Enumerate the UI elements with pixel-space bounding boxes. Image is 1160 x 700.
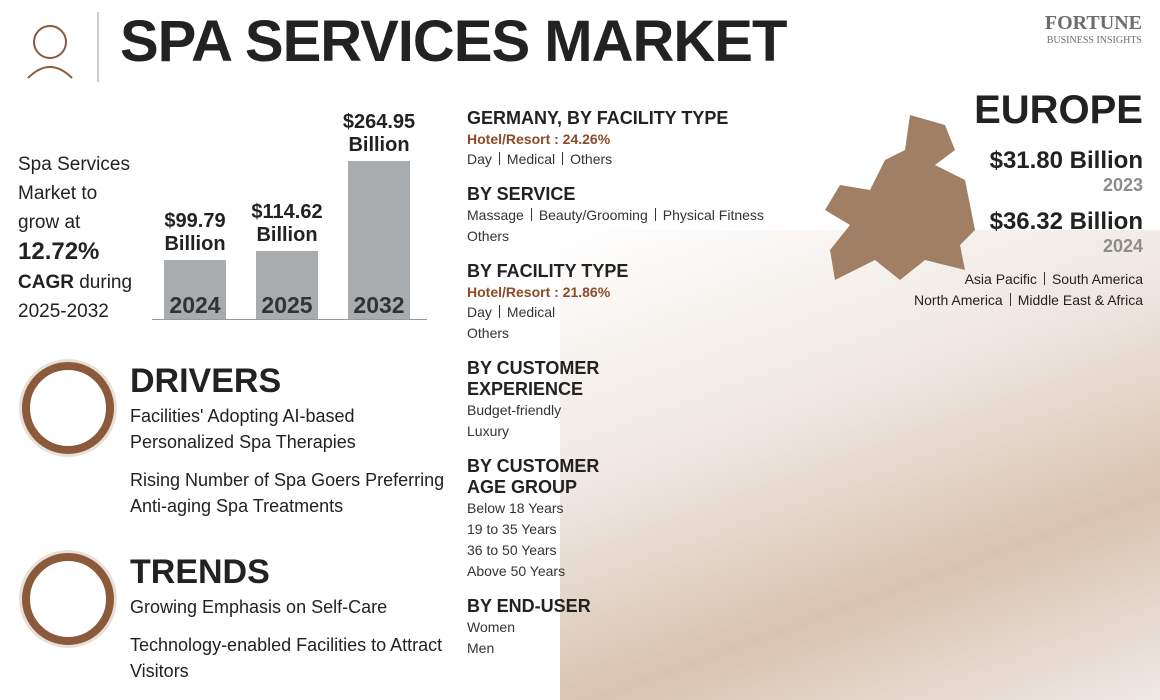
region-other: North America — [914, 292, 1003, 308]
separator — [498, 305, 500, 318]
bar — [256, 250, 318, 319]
trends: TRENDS Growing Emphasis on Self-Care Techn… — [130, 553, 450, 696]
separator — [1043, 272, 1045, 285]
growth-intro: Spa Services Market to grow at — [18, 154, 130, 233]
segment-row: Luxury — [467, 421, 797, 442]
segment-highlight: Hotel/Resort : 21.86% — [467, 284, 611, 300]
segment-title: GERMANY, BY FACILITY TYPE — [467, 108, 729, 128]
region-other: South America — [1051, 271, 1143, 287]
region-other: Asia Pacific — [964, 271, 1037, 287]
segment: BY CUSTOMER AGE GROUP Below 18 Years 19 to… — [467, 456, 797, 582]
category-label: 2024 — [169, 292, 221, 318]
region-row: Asia Pacific South America — [914, 269, 1143, 290]
segment-row: 19 to 35 Years — [467, 519, 797, 540]
segment-row: 36 to 50 Years — [467, 540, 797, 561]
segment-item: Women — [467, 619, 515, 635]
segment: BY CUSTOMER EXPERIENCE Budget-friendly Lux… — [467, 358, 797, 442]
europe-map — [825, 115, 975, 280]
segment: BY FACILITY TYPE Hotel/Resort : 21.86% Day… — [467, 261, 797, 344]
region: EUROPE $31.80 Billion 2023 $36.32 Billion 20… — [914, 88, 1143, 311]
bar — [348, 161, 410, 319]
segment-row: Men — [467, 638, 797, 659]
segments: GERMANY, BY FACILITY TYPE Hotel/Resort : … — [467, 108, 797, 673]
segment-row: Massage Beauty/Grooming Physical Fitness — [467, 205, 797, 226]
segment: BY END-USER Women Men — [467, 596, 797, 659]
segment-item: Beauty/Grooming — [538, 207, 648, 223]
bar — [164, 259, 226, 319]
region-year: 2023 — [1102, 175, 1143, 195]
segment-row: Above 50 Years — [467, 561, 797, 582]
segment-item: Budget-friendly — [467, 402, 562, 418]
brand: FORTUNE BUSINESS INSIGHTS — [1045, 12, 1142, 46]
cagr-label: CAGR — [18, 272, 74, 293]
segment-title: BY SERVICE — [467, 184, 576, 204]
segment-item: Day — [467, 151, 492, 167]
item: Growing Emphasis on Self-Care — [130, 597, 388, 617]
segment-row: Others — [467, 226, 797, 247]
region-row: North America Middle East & Africa — [914, 290, 1143, 311]
segment-item: Others — [467, 228, 510, 244]
segment: GERMANY, BY FACILITY TYPE Hotel/Resort : … — [467, 108, 797, 170]
segment-row: Day Medical — [467, 302, 797, 323]
cagr: 12.72% — [18, 238, 100, 265]
segment-item: Luxury — [467, 423, 510, 439]
segment-item: Massage — [467, 207, 524, 223]
segment-title: BY CUSTOMER AGE GROUP — [467, 456, 600, 497]
item: Facilities' Adopting AI-based Personaliz… — [130, 406, 356, 452]
segment-row: Day Medical Others — [467, 149, 797, 170]
segment-item: Others — [570, 151, 613, 167]
category-label: 2032 — [353, 292, 405, 318]
region-year: 2024 — [1102, 236, 1143, 256]
region-other: Middle East & Africa — [1017, 292, 1143, 308]
separator — [498, 152, 500, 165]
separator — [1009, 293, 1011, 306]
separator — [530, 208, 532, 221]
category-label: 2025 — [261, 292, 313, 318]
segment-highlight: Hotel/Resort : 24.26% — [467, 131, 611, 147]
drivers-icon — [22, 362, 114, 454]
segment-item: Others — [467, 325, 510, 341]
brand-sub: BUSINESS INSIGHTS — [1046, 35, 1142, 46]
value-label: $99.79 Billion — [164, 209, 226, 255]
logo-icon — [27, 12, 99, 82]
segment-item: Medical — [506, 304, 556, 320]
trends-icon — [22, 553, 114, 645]
value-label: $264.95 Billion — [342, 111, 416, 156]
segment-item: 36 to 50 Years — [467, 542, 557, 558]
growth: Spa Services Market to grow at 12.72% CAGR… — [18, 150, 143, 326]
drivers: DRIVERS Facilities' Adopting AI-based Per… — [130, 362, 450, 531]
region-amount: $36.32 Billion — [989, 208, 1143, 235]
item: Rising Number of Spa Goers Preferring An… — [130, 470, 445, 516]
separator — [654, 208, 656, 221]
bar-chart: 2024 $99.79 Billion 2025 $114.62 Billion 203… — [152, 100, 427, 320]
segment-item: Men — [467, 640, 495, 656]
segment-title: BY CUSTOMER EXPERIENCE — [467, 358, 600, 399]
drivers-title: DRIVERS — [130, 362, 282, 400]
item: Technology-enabled Facilities to Attract… — [130, 635, 443, 681]
segment-row: Others — [467, 323, 797, 344]
trends-title: TRENDS — [130, 553, 270, 591]
brand-name: FORTUNE — [1044, 12, 1142, 34]
title: SPA SERVICES MARKET — [120, 9, 787, 74]
segment-title: BY FACILITY TYPE — [467, 261, 629, 281]
segment-item: 19 to 35 Years — [467, 521, 557, 537]
region-title: EUROPE — [974, 88, 1143, 132]
segment-item: Physical Fitness — [662, 207, 764, 223]
value-label: $114.62 Billion — [251, 200, 323, 246]
segment-row: Budget-friendly — [467, 400, 797, 421]
spa-photo — [560, 230, 1160, 700]
segment-item: Day — [467, 304, 492, 320]
segment-row: Below 18 Years — [467, 498, 797, 519]
region-amount: $31.80 Billion — [989, 147, 1143, 174]
growth-suffix: during 2025-2032 — [18, 272, 133, 322]
segment-item: Below 18 Years — [467, 500, 564, 516]
segment: BY SERVICE Massage Beauty/Grooming Physical… — [467, 184, 797, 247]
separator — [562, 152, 564, 165]
segment-title: BY END-USER — [467, 596, 591, 616]
segment-item: Above 50 Years — [467, 563, 566, 579]
segment-item: Medical — [506, 151, 556, 167]
segment-row: Women — [467, 617, 797, 638]
